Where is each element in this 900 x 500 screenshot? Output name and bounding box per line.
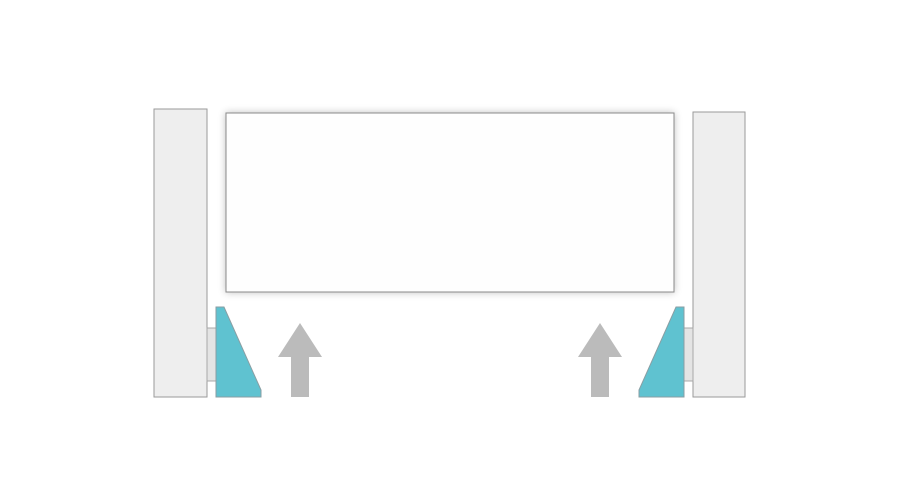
left-post — [153, 108, 208, 398]
right-post — [692, 111, 746, 398]
panel — [225, 112, 675, 293]
right-bracket-pad — [683, 327, 694, 382]
right-wedge-bracket — [638, 306, 685, 398]
left-wedge-bracket — [215, 306, 262, 398]
left-bracket-pad — [206, 327, 217, 382]
left-up-arrow-icon — [278, 323, 322, 397]
right-up-arrow-icon — [578, 323, 622, 397]
